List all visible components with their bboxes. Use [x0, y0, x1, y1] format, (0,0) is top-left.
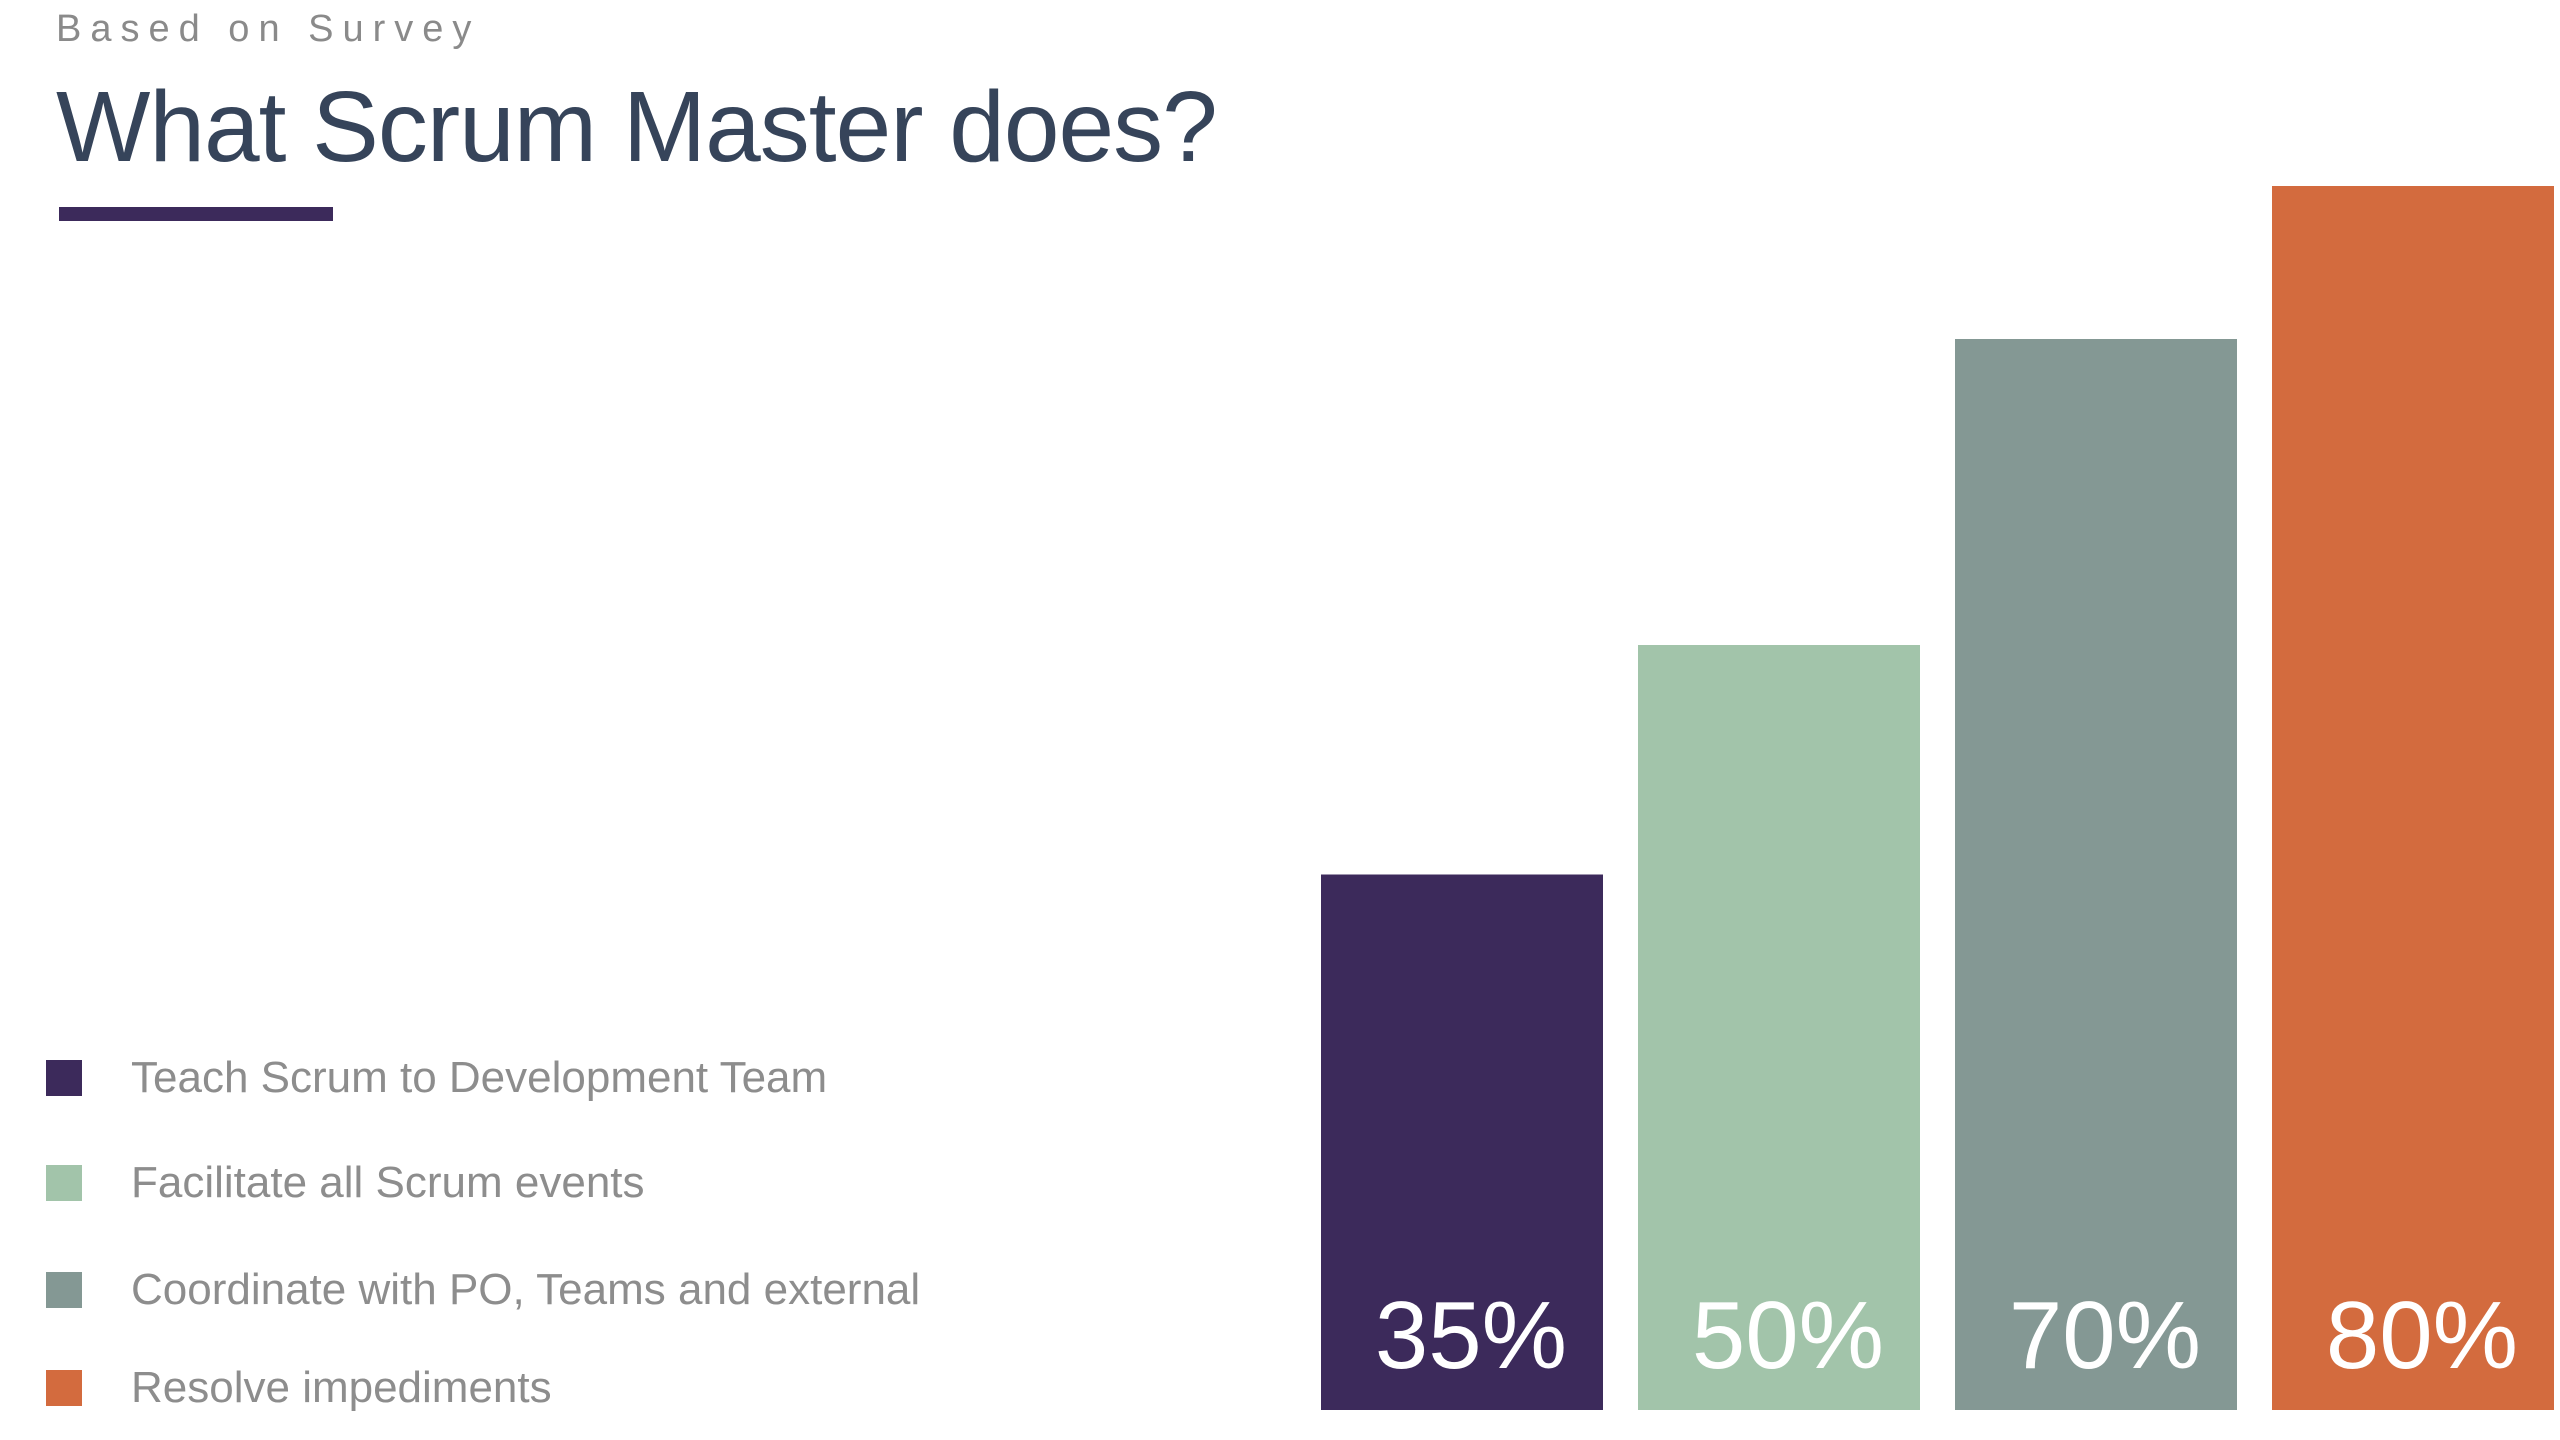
- subtitle: Based on Survey: [56, 8, 481, 50]
- legend-item: Facilitate all Scrum events: [46, 1155, 1146, 1215]
- bar-value-label-2: 50%: [1692, 1282, 1884, 1389]
- bar-2: [1638, 645, 1920, 1410]
- legend-swatch: [46, 1272, 82, 1308]
- bar-value-label-3: 70%: [2009, 1282, 2201, 1389]
- title-underline: [59, 207, 333, 221]
- legend-label: Resolve impediments: [131, 1363, 552, 1412]
- page-title: What Scrum Master does?: [56, 71, 1218, 183]
- bar-4: [2272, 186, 2554, 1410]
- bar-value-label-4: 80%: [2326, 1282, 2518, 1389]
- bar-value-label-1: 35%: [1375, 1282, 1567, 1389]
- bar-3: [1955, 339, 2237, 1410]
- legend-label: Teach Scrum to Development Team: [131, 1053, 828, 1102]
- legend-item: Teach Scrum to Development Team: [46, 1050, 1146, 1110]
- legend-item: Coordinate with PO, Teams and external: [46, 1262, 1146, 1322]
- legend-label: Facilitate all Scrum events: [131, 1158, 645, 1207]
- bar-1: [1321, 874, 1603, 1410]
- legend-label: Coordinate with PO, Teams and external: [131, 1265, 921, 1314]
- legend-swatch: [46, 1370, 82, 1406]
- legend-swatch: [46, 1060, 82, 1096]
- legend-swatch: [46, 1165, 82, 1201]
- legend-item: Resolve impediments: [46, 1360, 1146, 1420]
